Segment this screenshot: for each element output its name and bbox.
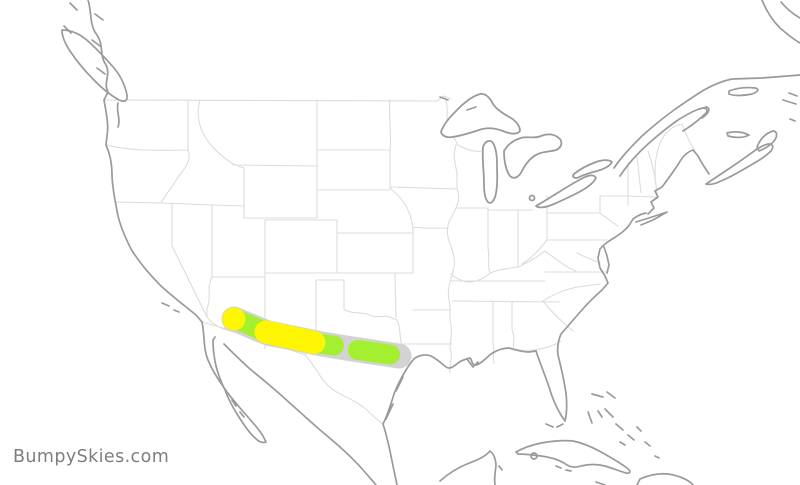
route-segment-light_turbulence_yellow bbox=[254, 320, 326, 354]
lake-superior bbox=[440, 92, 521, 139]
lake-michigan bbox=[481, 140, 499, 204]
gulf-coast bbox=[382, 347, 537, 485]
state-borders bbox=[103, 95, 699, 425]
lake-ontario bbox=[572, 159, 613, 179]
caribbean-islands bbox=[439, 391, 694, 485]
isle-royale bbox=[439, 96, 477, 111]
coastlines bbox=[61, 0, 800, 485]
state-border-lines bbox=[103, 95, 699, 425]
isla-juventud-island bbox=[530, 452, 538, 460]
great-lakes bbox=[439, 92, 613, 209]
route-segment-calm_green bbox=[348, 340, 400, 365]
lake-st-clair bbox=[528, 194, 536, 202]
lake-huron bbox=[503, 133, 563, 179]
lake-erie bbox=[535, 174, 597, 209]
route-segment-light_turbulence_yellow bbox=[222, 307, 246, 331]
canada-atlantic-coast bbox=[613, 0, 800, 186]
west-coast bbox=[103, 99, 203, 323]
site-watermark: BumpySkies.com bbox=[13, 447, 170, 467]
florida-and-east-coast bbox=[535, 149, 710, 428]
pacific-northwest-coast bbox=[61, 0, 128, 128]
baja-and-mexico-coast bbox=[201, 321, 377, 485]
flight-route bbox=[221, 306, 412, 369]
